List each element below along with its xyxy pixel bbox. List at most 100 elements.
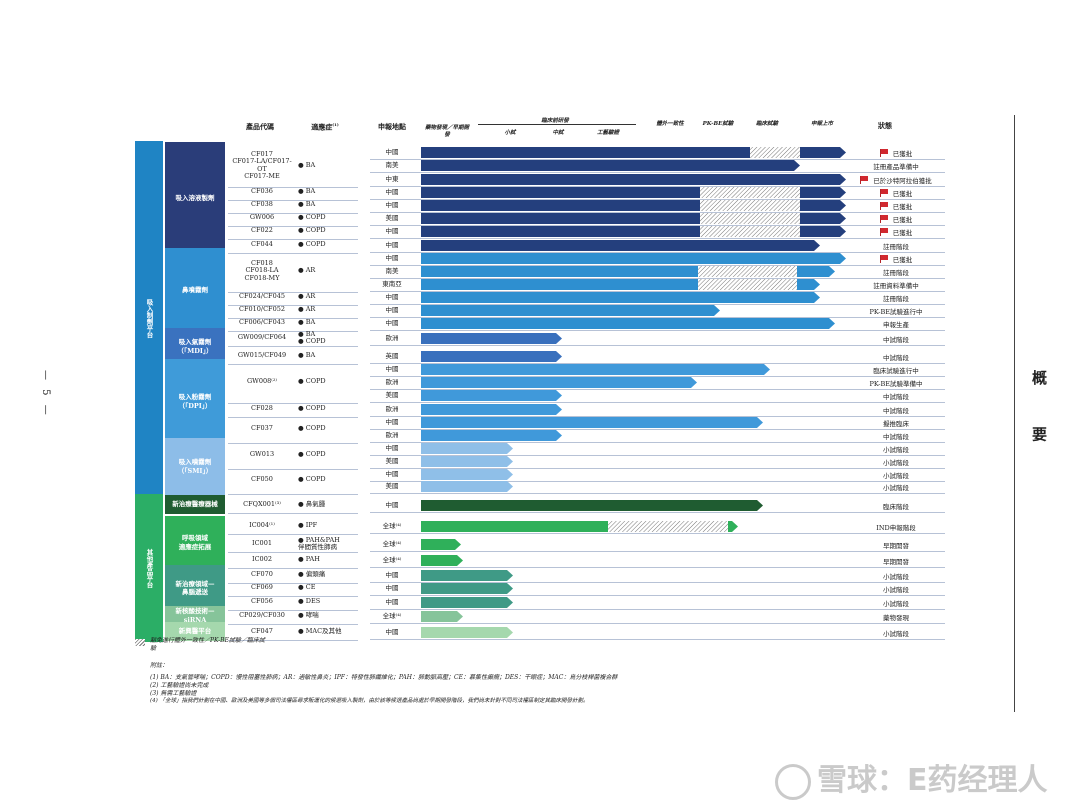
status-cell: 註冊資料準備中 [848,278,944,291]
product-code: CF056 [251,597,273,606]
row-divider [370,402,945,403]
group-divider [228,640,358,641]
bar-arrow [757,417,763,428]
bar-exempt-hatch [700,200,800,211]
product-code: GW013 [249,449,275,458]
group-divider [228,469,358,470]
region: 歐洲 [385,430,399,439]
bar-exempt-hatch [700,187,800,198]
row-divider [370,551,945,552]
bar-arrow [507,469,513,480]
group-divider [228,552,358,553]
group-divider [228,253,358,254]
group-divider [228,331,358,332]
bar-solid [421,404,556,415]
row-divider [370,317,945,318]
row-divider [370,363,945,364]
bar-solid [421,305,714,316]
notes-title: 附註： [150,662,169,669]
row-divider [370,278,945,279]
row-divider [370,291,945,292]
indication: ● BA [298,351,316,360]
group-divider [228,187,358,188]
group-divider [228,443,358,444]
header-pkbe: PK-BE試驗 [702,121,734,127]
status-cell: 擬推臨床 [848,416,944,429]
row-divider [370,455,945,456]
row-divider [370,238,945,239]
row-divider [370,595,945,596]
bar-solid [421,597,507,608]
header-indication: 適應症(1) [311,122,339,132]
group-divider [228,494,358,495]
status-cell: 臨床階段 [848,499,944,512]
flag-icon [860,176,869,184]
product-code: CF038 [251,200,273,209]
region: 中國 [385,226,399,235]
status-text: IND申報階段 [876,523,916,532]
status-text: 小試階段 [883,483,909,492]
bar-solid-tail [800,187,840,198]
product-code: CF044 [251,240,273,249]
bar-solid [421,351,556,362]
status-text: 已獲批 [892,149,913,158]
region: 中國 [385,240,399,249]
row-divider [370,468,945,469]
bar-arrow [457,611,463,622]
bar-arrow [455,539,461,550]
row-divider [370,493,945,494]
header-nda: 申報上市 [810,121,833,127]
status-text: 臨床階段 [883,502,909,511]
page-number: — 5 — [40,370,51,418]
bar-solid [421,377,691,388]
indication: ● AR [298,305,316,314]
bar-arrow [764,364,770,375]
status-text: 註冊產品準備中 [873,162,919,171]
category-10: 新興醫平台 [165,622,225,641]
bar-solid-tail [800,213,840,224]
flag-icon [879,215,889,223]
product-code: IC002 [252,555,272,564]
status-text: 註冊階段 [883,242,909,251]
region: 全球⁽⁴⁾ [382,611,402,620]
status-cell: 藥物發現 [848,610,944,623]
status-text: 中試階段 [883,353,909,362]
flag-icon [879,189,889,197]
row-divider [370,265,945,266]
region: 美國 [385,481,399,490]
status-cell: 小試階段 [848,442,944,455]
status-cell: 註冊階段 [848,265,944,278]
bar-solid [421,443,507,454]
status-cell: 已獲批 [848,186,944,199]
product-code: CF069 [251,583,273,592]
section-title: 概 要 [1030,370,1048,460]
indication: ● 鼻氣腫 [298,500,326,509]
indication: ● COPD [298,449,326,458]
bar-solid [421,200,700,211]
indication: ● BA [298,318,316,327]
group-divider [228,346,358,347]
bar-arrow [840,200,846,211]
status-text: 小試階段 [883,572,909,581]
region: 中國 [385,147,399,156]
bar-solid-tail [800,147,840,158]
bar-arrow [507,456,513,467]
platform-1: 吸入制劑平台 [135,141,163,496]
bar-solid [421,456,507,467]
bar-solid [421,213,700,224]
category-4: 吸入粉霧劑 （「DPI」） [165,359,225,444]
bar-solid [421,627,507,638]
note-4: (4) 「全球」指我們計劃在中國、歐洲及美國等多個司法權區尋求販運化的候選吸入製… [150,698,589,704]
row-divider [370,186,945,187]
region: 美國 [385,213,399,222]
group-divider [228,568,358,569]
region: 歐洲 [385,333,399,342]
status-cell: 中試階段 [848,350,944,363]
bar-arrow [794,160,800,171]
row-divider [370,330,945,331]
category-1: 吸入溶液製劑 [165,142,225,254]
row-divider [370,304,945,305]
status-text: 已於沙特阿拉伯獲批 [873,176,932,185]
bar-solid-tail [797,266,829,277]
region: 中國 [385,583,399,592]
